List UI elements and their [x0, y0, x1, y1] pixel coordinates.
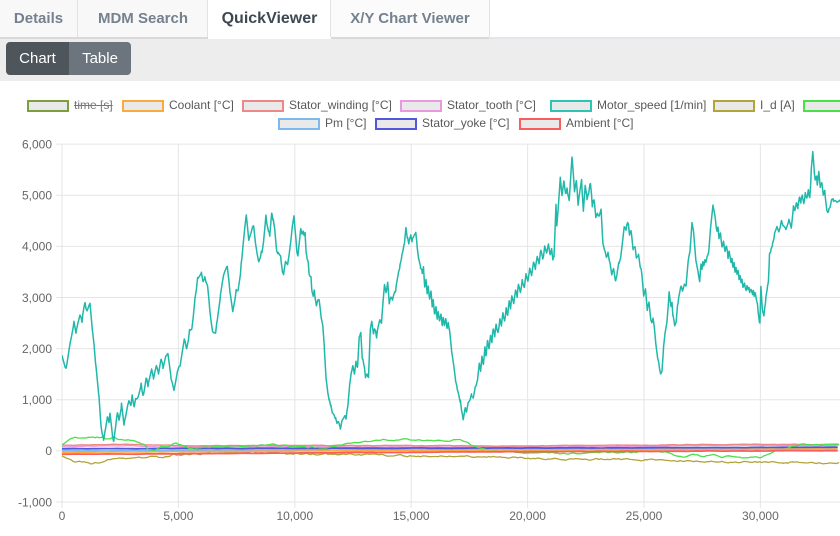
svg-text:15,000: 15,000	[393, 509, 430, 523]
svg-text:6,000: 6,000	[22, 137, 52, 151]
svg-text:25,000: 25,000	[626, 509, 663, 523]
svg-text:0: 0	[59, 509, 66, 523]
svg-text:2,000: 2,000	[22, 342, 52, 356]
svg-text:30,000: 30,000	[742, 509, 779, 523]
svg-text:-1,000: -1,000	[18, 495, 52, 509]
svg-text:1,000: 1,000	[22, 393, 52, 407]
svg-text:3,000: 3,000	[22, 291, 52, 305]
svg-text:20,000: 20,000	[509, 509, 546, 523]
svg-text:10,000: 10,000	[276, 509, 313, 523]
svg-text:5,000: 5,000	[163, 509, 193, 523]
svg-text:5,000: 5,000	[22, 189, 52, 203]
svg-text:0: 0	[45, 444, 52, 458]
svg-text:4,000: 4,000	[22, 240, 52, 254]
